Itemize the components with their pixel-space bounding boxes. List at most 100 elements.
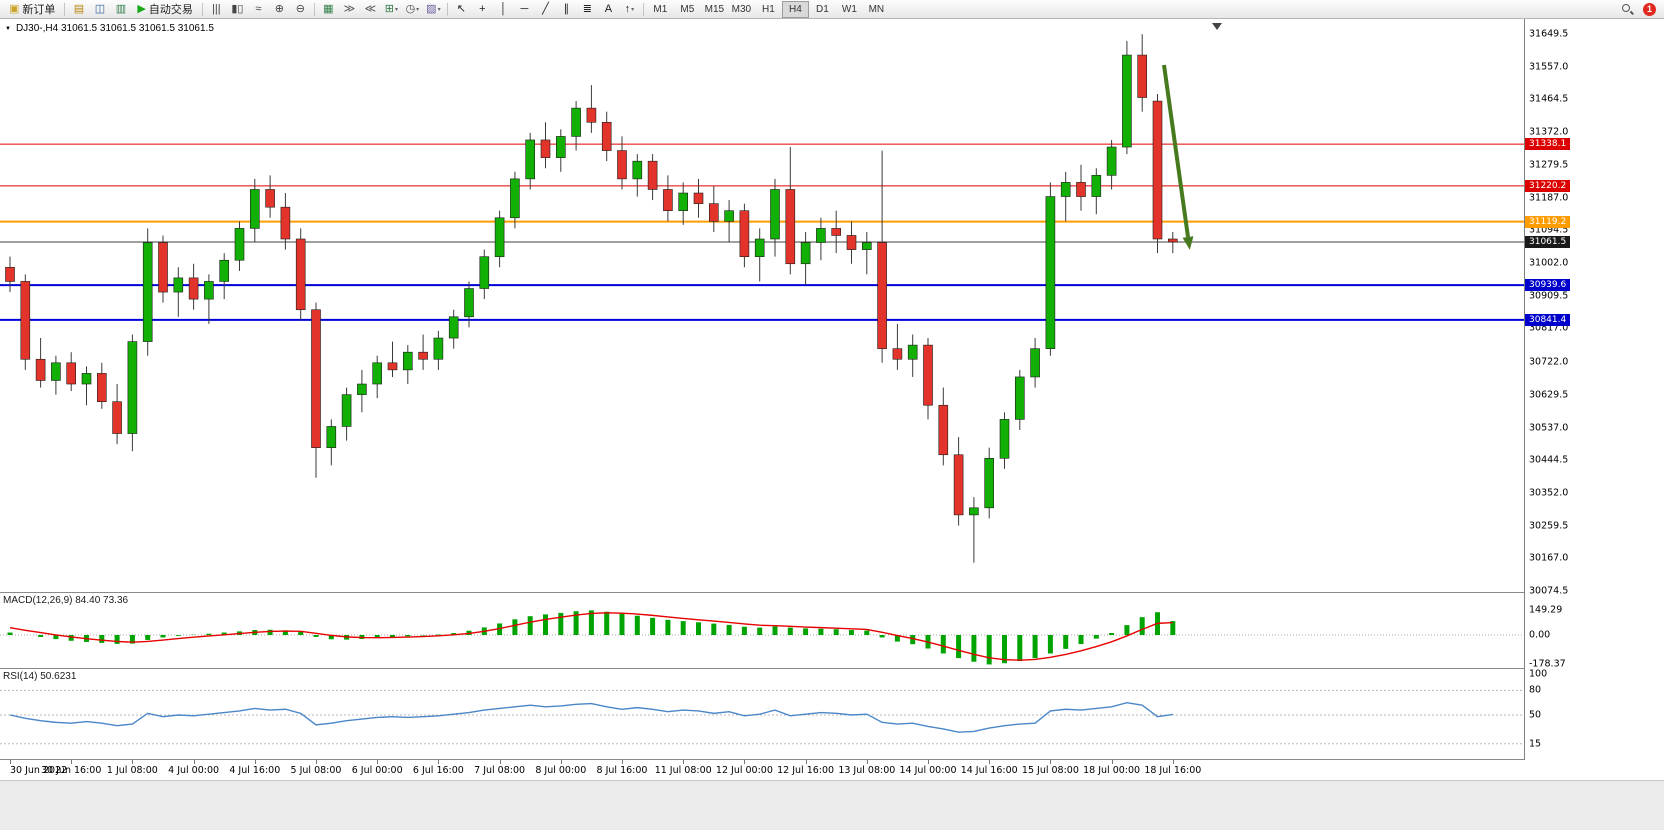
candle-body <box>265 189 275 208</box>
price-tick-label: 30909.5 <box>1529 290 1569 302</box>
arrows-tool-button[interactable]: ↑ ▾ <box>619 1 640 18</box>
timeframe-h4-button[interactable]: H4 <box>781 0 809 18</box>
data-window-button[interactable]: ▥ <box>110 1 131 18</box>
vline-tool-button[interactable]: │ <box>493 1 514 18</box>
price-tick-label: 30352.0 <box>1529 487 1569 499</box>
hline-tool-button[interactable]: ─ <box>514 1 535 18</box>
candle-body <box>770 189 780 240</box>
tile-windows-button[interactable]: ▦ <box>318 1 339 18</box>
line-mode-button[interactable]: ≈ <box>248 1 269 18</box>
down-arrow-annotation[interactable] <box>1162 64 1190 238</box>
new-order-button[interactable]: ▣ 新订单 <box>3 1 61 18</box>
auto-scroll-button[interactable]: ≫ <box>339 1 360 18</box>
time-axis-label: 12 Jul 16:00 <box>777 765 835 776</box>
price-tick-label: 31464.5 <box>1529 93 1569 105</box>
panel-separator[interactable] <box>0 592 1664 593</box>
notification-badge[interactable]: 1 <box>1643 2 1656 16</box>
candle-body <box>418 351 428 360</box>
zoom-out-button[interactable]: ⊖ <box>290 1 311 18</box>
time-axis-label: 4 Jul 16:00 <box>229 765 281 776</box>
candle-body <box>632 160 643 180</box>
cursor-icon: ↖ <box>456 2 466 15</box>
timeframe-h1-button[interactable]: H1 <box>761 3 775 15</box>
price-axis[interactable]: 31649.5 31557.0 31464.5 31372.0 31279.5 31187… <box>1524 19 1664 760</box>
timeframe-w1-button[interactable]: W1 <box>841 3 857 15</box>
zoom-in-button[interactable]: ⊕ <box>269 1 290 18</box>
rsi-panel[interactable]: RSI(14) 50.6231 <box>0 669 1524 759</box>
arrow-tool-icon: ↑ <box>624 2 631 15</box>
candles-mode-button[interactable]: ▮▯ <box>227 1 248 18</box>
time-axis-label: 15 Jul 08:00 <box>1021 765 1079 776</box>
time-axis-label: 18 Jul 00:00 <box>1083 765 1141 776</box>
candle-body <box>510 178 520 219</box>
price-tick-label: 31557.0 <box>1529 61 1569 73</box>
text-tool-button[interactable]: A <box>598 1 619 18</box>
macd-canvas[interactable] <box>0 593 1524 668</box>
window-background <box>0 780 1664 830</box>
candle-body <box>1168 238 1178 243</box>
search-button[interactable] <box>1617 1 1638 18</box>
main-chart-canvas[interactable] <box>0 19 1524 592</box>
timeframe-m1-button[interactable]: M1 <box>653 3 668 15</box>
tile-windows-icon: ▦ <box>323 2 334 15</box>
profiles-button[interactable]: ▤ <box>68 1 89 18</box>
candle-body <box>647 160 658 190</box>
templates-button[interactable]: ▨ ▾ <box>423 1 444 18</box>
timeframe-m5-button[interactable]: M5 <box>680 3 695 15</box>
timeframe-d1-button[interactable]: D1 <box>815 3 829 15</box>
indicators-icon: ⊞ <box>384 2 394 15</box>
candle-body <box>1091 175 1102 197</box>
time-tick <box>1172 760 1174 764</box>
template-icon: ▨ <box>426 2 437 15</box>
market-watch-icon: ◫ <box>94 2 106 15</box>
time-tick <box>622 760 623 764</box>
timeframe-mn-button[interactable]: MN <box>868 3 885 15</box>
clock-icon: ◷ <box>405 2 416 15</box>
panel-separator <box>0 759 1664 760</box>
periods-button[interactable]: ◷ ▾ <box>402 1 423 18</box>
chart-shift-marker[interactable] <box>1212 23 1222 30</box>
trendline-tool-button[interactable]: ╱ <box>535 1 556 18</box>
bars-mode-button[interactable]: ||| <box>206 1 227 18</box>
macd-panel[interactable]: MACD(12,26,9) 84.40 73.36 <box>0 593 1524 668</box>
candle-body <box>1152 100 1163 240</box>
rsi-label: RSI(14) 50.6231 <box>3 671 77 682</box>
panel-separator[interactable] <box>0 668 1664 669</box>
time-tick <box>683 760 685 764</box>
channel-tool-button[interactable]: ∥ <box>556 1 577 18</box>
main-chart-panel[interactable]: ▼ DJ30-,H4 31061.5 31061.5 31061.5 31061… <box>0 19 1524 592</box>
price-tag: 31220.2 <box>1525 179 1571 192</box>
candle-body <box>464 288 474 318</box>
price-tick-label: 31094.5 <box>1529 224 1569 236</box>
candle-body <box>617 150 627 180</box>
candle-body <box>785 189 796 265</box>
rsi-canvas[interactable] <box>0 669 1524 759</box>
one-click-trading-toggle[interactable]: ▼ <box>5 25 11 32</box>
line-chart-icon: ≈ <box>255 2 262 15</box>
candle-body <box>219 259 229 282</box>
candle-body <box>402 351 413 371</box>
fibo-tool-button[interactable]: ≣ <box>577 1 598 18</box>
timeframe-m30-button[interactable]: M30 <box>731 3 752 15</box>
crosshair-tool-button[interactable]: + <box>472 1 493 18</box>
candle-body <box>142 242 153 342</box>
candle-body <box>969 507 979 516</box>
indicators-button[interactable]: ⊞ ▾ <box>381 1 402 18</box>
timeframe-m15-button[interactable]: M15 <box>704 3 725 15</box>
time-axis-label: 30 Jun 2022 <box>10 765 68 776</box>
price-tick-label: 31372.0 <box>1529 126 1569 138</box>
candle-body <box>877 242 887 349</box>
profiles-icon: ▤ <box>73 2 85 15</box>
candle-body <box>999 419 1010 459</box>
chart-shift-button[interactable]: ≪ <box>360 1 381 18</box>
market-watch-button[interactable]: ◫ <box>89 1 110 18</box>
time-tick <box>132 760 134 764</box>
dropdown-arrow-icon: ▾ <box>416 6 420 13</box>
candle-body <box>387 362 398 371</box>
candlestick-icon: ▮▯ <box>231 2 244 15</box>
time-axis[interactable]: 30 Jun 2022 30 Jun 16:00 1 Jul 08:00 4 Jul … <box>0 760 1664 780</box>
candle-body <box>295 238 306 311</box>
chart-shift-icon: ≪ <box>364 2 377 15</box>
cursor-tool-button[interactable]: ↖ <box>451 1 472 18</box>
autotrade-button[interactable]: ▶ 自动交易 <box>131 1 198 18</box>
